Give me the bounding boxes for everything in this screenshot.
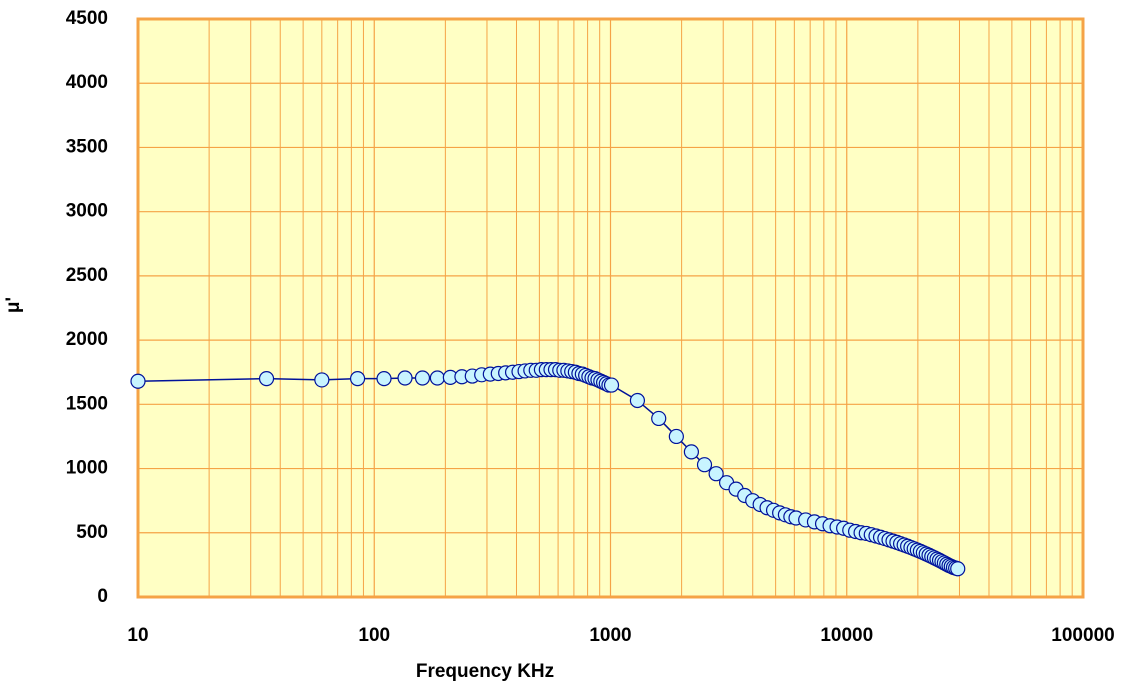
marker [414, 370, 431, 386]
marker [668, 428, 684, 445]
x-tick-label: 10000 [820, 625, 873, 646]
y-tick-label: 4500 [66, 8, 108, 29]
marker [376, 371, 392, 387]
x-tick-label: 100000 [1051, 625, 1114, 646]
plot-border [136, 17, 1085, 599]
y-tick-label: 0 [97, 586, 108, 607]
y-tick-label: 500 [76, 522, 108, 543]
y-tick-label: 3500 [66, 136, 108, 157]
marker [708, 466, 724, 482]
marker [651, 410, 667, 427]
y-tick-label: 3000 [66, 201, 108, 222]
marker [349, 371, 366, 387]
marker [683, 444, 699, 460]
x-tick-label: 100 [358, 625, 390, 646]
marker [950, 561, 966, 577]
marker [258, 371, 275, 387]
y-tick-label: 2000 [66, 329, 108, 350]
x-axis-label: Frequency KHz [416, 661, 554, 682]
marker [130, 373, 146, 389]
marker [397, 370, 413, 386]
x-tick-label: 1000 [589, 625, 631, 646]
y-axis-label: μ' [3, 297, 24, 313]
y-tick-label: 1500 [66, 393, 108, 414]
marker [429, 370, 445, 386]
marker [314, 372, 330, 388]
x-tick-label: 10 [127, 625, 148, 646]
y-tick-label: 1000 [66, 458, 108, 479]
marker [603, 377, 620, 393]
marker [696, 457, 713, 473]
y-tick-label: 2500 [66, 265, 108, 286]
y-tick-label: 4000 [66, 72, 108, 93]
marker [629, 392, 646, 409]
